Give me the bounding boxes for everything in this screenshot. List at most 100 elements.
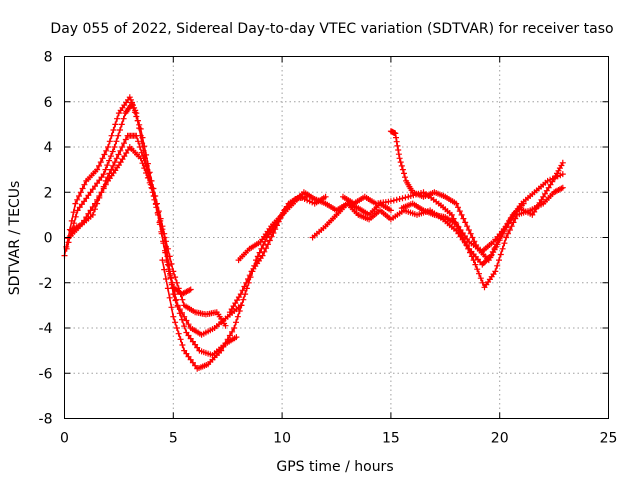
data-point	[239, 287, 246, 294]
data-point	[272, 226, 279, 233]
data-point	[393, 138, 400, 145]
data-point	[268, 233, 275, 240]
data-point	[467, 249, 473, 256]
data-point	[144, 174, 151, 181]
data-point	[505, 230, 511, 237]
data-point	[229, 328, 236, 335]
data-point	[81, 217, 88, 224]
data-point	[240, 296, 247, 303]
data-point	[387, 207, 394, 214]
data-point	[121, 153, 128, 160]
y-tick-label: 6	[44, 95, 53, 111]
series-layer	[61, 94, 566, 372]
data-point	[494, 241, 501, 248]
data-point	[170, 291, 177, 298]
data-point	[322, 193, 329, 200]
data-point	[155, 209, 162, 216]
data-point	[110, 127, 117, 133]
data-point	[164, 253, 171, 260]
data-point	[118, 121, 125, 128]
data-point	[185, 332, 192, 339]
data-point	[266, 237, 273, 244]
data-point	[492, 268, 499, 275]
data-point	[163, 243, 169, 250]
data-point	[106, 138, 113, 145]
x-tick-label: 25	[600, 431, 618, 447]
data-point	[402, 174, 408, 181]
data-point	[448, 211, 455, 218]
data-point	[102, 181, 109, 188]
grid	[64, 56, 609, 419]
data-point	[390, 197, 397, 204]
data-point	[113, 138, 120, 145]
x-tick-label: 15	[382, 431, 400, 447]
data-point	[106, 157, 113, 164]
data-point	[238, 302, 245, 309]
data-point	[172, 297, 179, 304]
data-point	[111, 144, 118, 150]
data-point	[78, 220, 85, 227]
data-point	[245, 276, 251, 282]
data-point	[187, 286, 194, 293]
data-point	[261, 248, 268, 255]
data-point	[462, 219, 469, 226]
data-point	[161, 266, 168, 273]
data-point	[181, 323, 188, 330]
data-point	[234, 313, 241, 320]
data-point	[94, 196, 101, 203]
data-point	[237, 291, 244, 298]
y-tick-label: 0	[44, 231, 53, 247]
data-point	[177, 336, 184, 343]
data-point	[87, 207, 94, 214]
series-arc-6	[226, 193, 309, 316]
y-tick-label: -4	[39, 321, 53, 337]
data-point	[393, 134, 399, 141]
data-point	[167, 272, 174, 279]
data-point	[96, 162, 102, 169]
data-point	[231, 325, 238, 331]
data-point	[168, 304, 175, 311]
data-point	[98, 174, 105, 181]
data-point	[120, 115, 127, 122]
data-point	[114, 115, 121, 122]
data-point	[105, 144, 111, 150]
data-point	[152, 201, 159, 208]
data-point	[464, 223, 471, 230]
data-point	[270, 230, 277, 236]
data-point	[141, 165, 148, 172]
data-point	[134, 117, 141, 124]
data-point	[476, 270, 482, 277]
data-point	[164, 285, 171, 292]
data-point	[108, 166, 115, 173]
data-point	[143, 170, 150, 176]
series-arc-7	[235, 189, 394, 264]
data-point	[139, 160, 146, 167]
y-axis-label: SDTVAR / TECUs	[7, 181, 23, 296]
data-point	[115, 132, 122, 139]
data-point	[479, 279, 486, 286]
data-point	[148, 184, 155, 191]
data-point	[101, 151, 108, 158]
data-point	[265, 241, 271, 248]
x-tick-label: 5	[169, 431, 178, 447]
data-point	[133, 113, 140, 120]
data-point	[465, 245, 472, 252]
data-point	[233, 319, 239, 326]
data-point	[243, 279, 250, 286]
data-point	[263, 245, 270, 252]
data-point	[165, 262, 172, 269]
data-point	[559, 159, 566, 166]
data-point	[496, 237, 503, 244]
data-point	[85, 210, 92, 217]
data-point	[72, 200, 79, 207]
data-point	[508, 223, 515, 230]
data-point	[96, 193, 103, 199]
series-arc-3	[65, 132, 244, 338]
axis-ticks: 0 5 10 15 20 25 -8 -6 -4 -2 0 2 4 6 8	[39, 50, 618, 447]
data-point	[175, 330, 182, 337]
data-point	[159, 257, 166, 264]
data-point	[542, 190, 548, 197]
data-point	[497, 251, 504, 258]
data-point	[183, 350, 190, 357]
